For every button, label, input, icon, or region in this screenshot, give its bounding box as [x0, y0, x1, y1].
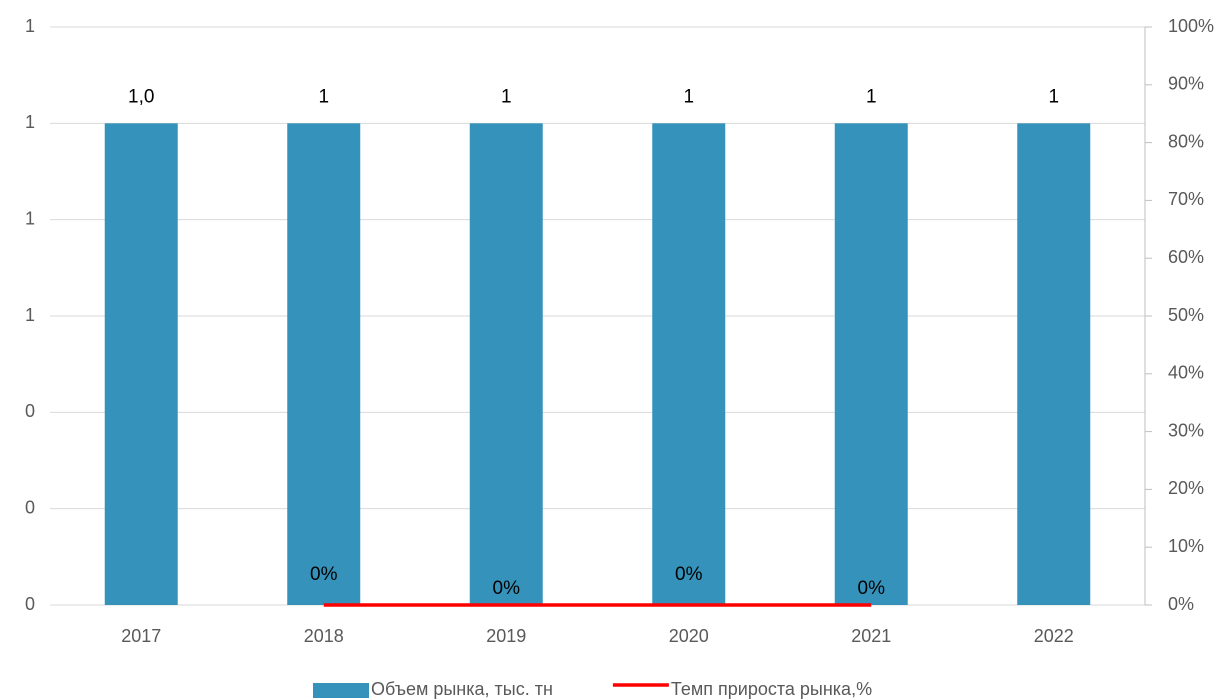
bar — [652, 123, 726, 605]
legend-label: Объем рынка, тыс. тн — [371, 679, 553, 699]
y2-tick-label: 70% — [1168, 189, 1204, 209]
value-label: 1 — [318, 86, 329, 107]
y-tick-label: 0 — [25, 497, 35, 517]
value-label: 1 — [683, 86, 694, 107]
y2-tick-label: 50% — [1168, 305, 1204, 325]
y2-tick-label: 30% — [1168, 420, 1204, 440]
y2-tick-label: 0% — [1168, 594, 1194, 614]
y2-tick-label: 80% — [1168, 131, 1204, 151]
y2-tick-label: 60% — [1168, 247, 1204, 267]
y2-tick-label: 20% — [1168, 478, 1204, 498]
value-label: 1 — [866, 86, 877, 107]
y-tick-label: 1 — [25, 112, 35, 132]
value-label: 0% — [858, 578, 886, 599]
bar — [834, 123, 908, 605]
x-tick-label: 2018 — [304, 626, 344, 646]
value-label: 0% — [493, 578, 521, 599]
x-tick-label: 2020 — [669, 626, 709, 646]
value-label: 0% — [675, 564, 703, 585]
x-tick-label: 2017 — [121, 626, 161, 646]
y-tick-label: 0 — [25, 594, 35, 614]
legend-label: Темп прироста рынка,% — [671, 679, 872, 699]
y-tick-label: 1 — [25, 305, 35, 325]
y2-tick-label: 10% — [1168, 536, 1204, 556]
y2-tick-label: 100% — [1168, 16, 1214, 36]
legend-swatch — [313, 683, 369, 698]
value-label: 1,0 — [128, 86, 154, 107]
x-tick-label: 2022 — [1034, 626, 1074, 646]
x-tick-label: 2019 — [486, 626, 526, 646]
value-label: 1 — [501, 86, 512, 107]
value-label: 1 — [1048, 86, 1059, 107]
x-tick-label: 2021 — [851, 626, 891, 646]
y-tick-label: 0 — [25, 401, 35, 421]
bar — [287, 123, 361, 605]
bar — [1017, 123, 1091, 605]
bar — [104, 123, 178, 605]
y2-tick-label: 90% — [1168, 74, 1204, 94]
y2-tick-label: 40% — [1168, 363, 1204, 383]
y-tick-label: 1 — [25, 16, 35, 36]
bar — [469, 123, 543, 605]
y-tick-label: 1 — [25, 208, 35, 228]
value-label: 0% — [310, 564, 338, 585]
